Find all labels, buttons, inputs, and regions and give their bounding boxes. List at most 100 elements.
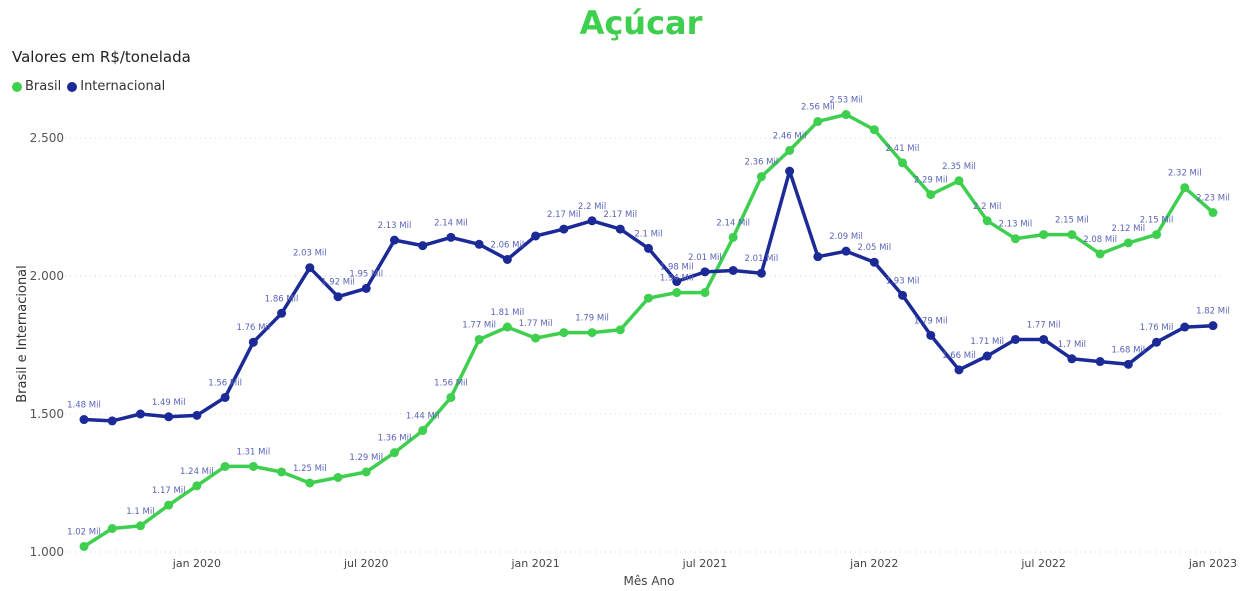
data-point-brasil[interactable]: [898, 158, 908, 168]
data-point-internacional[interactable]: [1123, 359, 1133, 369]
data-point-internacional[interactable]: [192, 410, 202, 420]
data-point-internacional[interactable]: [813, 252, 823, 262]
legend-item-internacional[interactable]: Internacional: [67, 79, 165, 94]
data-point-brasil[interactable]: [79, 541, 89, 551]
data-point-internacional[interactable]: [841, 246, 851, 256]
data-point-internacional[interactable]: [954, 365, 964, 375]
data-point-internacional[interactable]: [615, 224, 625, 234]
data-point-brasil[interactable]: [1039, 230, 1049, 240]
data-label-brasil: 2.14 Mil: [716, 218, 750, 228]
data-point-internacional[interactable]: [1180, 322, 1190, 332]
legend-marker-brasil: [12, 81, 22, 92]
data-point-brasil[interactable]: [841, 110, 851, 120]
data-point-internacional[interactable]: [1208, 321, 1218, 331]
data-point-internacional[interactable]: [559, 224, 569, 234]
data-point-brasil[interactable]: [869, 125, 879, 135]
data-point-internacional[interactable]: [1095, 357, 1105, 367]
legend-item-brasil[interactable]: Brasil: [12, 79, 61, 94]
data-point-brasil[interactable]: [220, 461, 230, 471]
data-point-brasil[interactable]: [1123, 238, 1133, 248]
data-point-brasil[interactable]: [1010, 234, 1020, 244]
data-point-internacional[interactable]: [135, 409, 145, 419]
data-point-internacional[interactable]: [305, 263, 315, 273]
data-point-internacional[interactable]: [785, 166, 795, 176]
x-tick-label: jan 2022: [849, 557, 898, 570]
data-point-internacional[interactable]: [474, 239, 484, 249]
data-point-brasil[interactable]: [728, 232, 738, 242]
data-point-internacional[interactable]: [644, 243, 653, 253]
data-point-brasil[interactable]: [1067, 230, 1077, 240]
data-point-brasil[interactable]: [305, 478, 315, 488]
data-point-internacional[interactable]: [107, 416, 117, 426]
data-label-internacional: 2.17 Mil: [547, 210, 581, 220]
y-axis-title: Brasil e Internacional: [15, 265, 30, 403]
data-point-internacional[interactable]: [672, 277, 682, 287]
data-point-brasil[interactable]: [1152, 230, 1162, 240]
data-point-internacional[interactable]: [248, 337, 258, 347]
data-point-brasil[interactable]: [248, 461, 258, 471]
data-label-internacional: 2.06 Mil: [491, 240, 525, 250]
data-point-internacional[interactable]: [164, 412, 174, 422]
data-point-brasil[interactable]: [559, 328, 569, 338]
data-point-brasil[interactable]: [277, 467, 287, 477]
data-label-internacional: 1.77 Mil: [1027, 320, 1061, 330]
data-point-brasil[interactable]: [672, 288, 682, 298]
data-point-internacional[interactable]: [1152, 337, 1162, 347]
y-tick-label: 1.500: [30, 407, 64, 421]
data-point-brasil[interactable]: [361, 467, 371, 477]
data-point-brasil[interactable]: [418, 426, 428, 436]
data-label-internacional: 1.76 Mil: [1140, 323, 1174, 333]
data-point-internacional[interactable]: [926, 330, 936, 340]
data-point-internacional[interactable]: [389, 235, 399, 245]
data-point-internacional[interactable]: [531, 231, 541, 241]
data-label-brasil: 1.94 Mil: [660, 274, 694, 284]
data-point-brasil[interactable]: [926, 190, 936, 200]
data-point-brasil[interactable]: [644, 293, 653, 303]
data-point-internacional[interactable]: [728, 265, 738, 275]
data-point-internacional[interactable]: [756, 268, 766, 278]
data-point-internacional[interactable]: [700, 267, 710, 277]
data-point-internacional[interactable]: [333, 292, 343, 302]
data-point-brasil[interactable]: [785, 145, 795, 155]
data-point-internacional[interactable]: [502, 254, 512, 264]
data-point-internacional[interactable]: [898, 290, 908, 300]
data-point-internacional[interactable]: [277, 308, 287, 318]
data-point-brasil[interactable]: [135, 521, 145, 531]
data-label-internacional: 1.49 Mil: [152, 398, 186, 408]
data-point-brasil[interactable]: [982, 216, 992, 226]
data-point-brasil[interactable]: [1095, 249, 1105, 259]
data-point-brasil[interactable]: [164, 500, 174, 510]
data-point-internacional[interactable]: [79, 415, 89, 425]
data-point-internacional[interactable]: [361, 283, 371, 293]
data-point-brasil[interactable]: [813, 116, 823, 126]
data-point-brasil[interactable]: [107, 524, 117, 534]
data-point-internacional[interactable]: [869, 257, 879, 267]
data-point-brasil[interactable]: [587, 328, 597, 338]
data-label-internacional: 1.68 Mil: [1111, 345, 1145, 355]
data-label-internacional: 1.82 Mil: [1196, 307, 1230, 317]
data-point-brasil[interactable]: [954, 176, 964, 186]
data-point-brasil[interactable]: [756, 172, 766, 182]
data-point-brasil[interactable]: [446, 392, 456, 402]
data-point-internacional[interactable]: [1010, 334, 1020, 344]
data-label-brasil: 2.08 Mil: [1083, 235, 1117, 245]
data-point-brasil[interactable]: [474, 334, 484, 344]
data-point-internacional[interactable]: [587, 216, 597, 226]
data-point-internacional[interactable]: [982, 351, 992, 361]
data-label-internacional: 2.2 Mil: [578, 202, 606, 212]
data-point-internacional[interactable]: [1039, 334, 1049, 344]
data-point-internacional[interactable]: [220, 392, 230, 402]
data-point-brasil[interactable]: [700, 288, 710, 298]
data-label-brasil: 1.81 Mil: [491, 308, 525, 318]
data-point-brasil[interactable]: [502, 322, 512, 332]
data-point-internacional[interactable]: [446, 232, 456, 242]
data-point-brasil[interactable]: [615, 325, 625, 335]
data-point-brasil[interactable]: [389, 448, 399, 458]
data-point-internacional[interactable]: [1067, 354, 1077, 364]
data-point-brasil[interactable]: [192, 481, 202, 491]
data-point-brasil[interactable]: [1208, 208, 1218, 218]
data-point-brasil[interactable]: [1180, 183, 1190, 193]
data-point-brasil[interactable]: [333, 472, 343, 482]
data-point-internacional[interactable]: [418, 241, 428, 251]
data-point-brasil[interactable]: [531, 333, 541, 343]
